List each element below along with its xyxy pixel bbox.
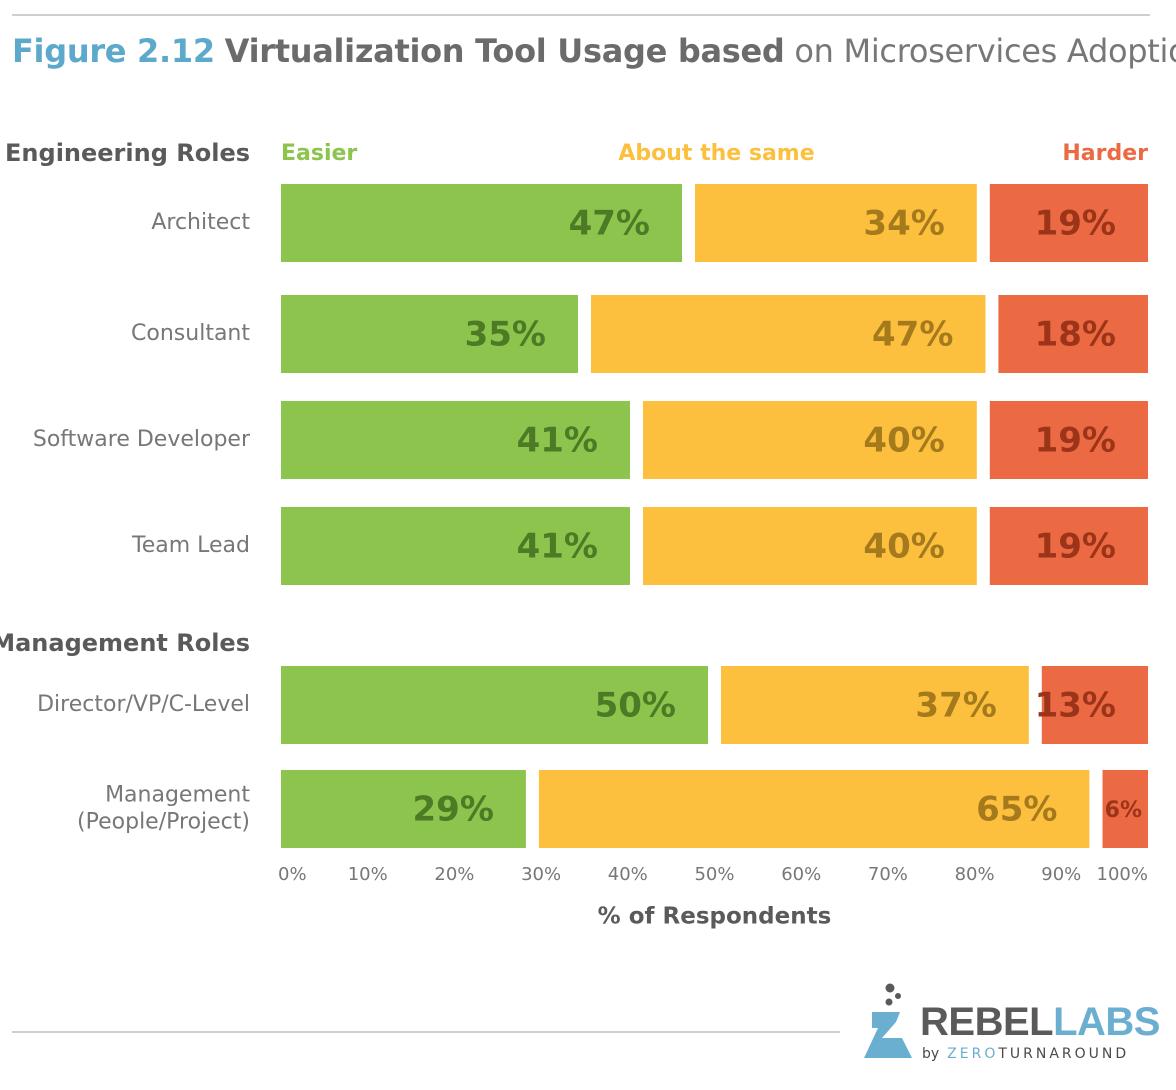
bar-3-2 [989, 507, 1148, 585]
bar-label-3-2: 19% [1035, 527, 1116, 567]
figure-label: Figure 2.12 [12, 32, 215, 70]
x-axis-label: % of Respondents [598, 904, 832, 930]
bar-1-2 [998, 295, 1148, 373]
bar-3-0 [281, 507, 630, 585]
x-tick-8: 80% [955, 864, 995, 885]
category-label-3: Team Lead [131, 533, 250, 558]
top-divider [12, 14, 1150, 16]
logo-byline: by ZEROTURNAROUND [922, 1046, 1129, 1062]
category-label-2: Software Developer [33, 427, 251, 452]
bar-label-0-0: 47% [569, 204, 650, 244]
bottom-divider [12, 1031, 840, 1033]
logo-turnaround: TURNAROUND [998, 1046, 1130, 1062]
x-tick-0: 0% [278, 864, 307, 885]
bar-5-1 [538, 770, 1090, 848]
bar-1-1 [591, 295, 986, 373]
x-tick-1: 10% [348, 864, 388, 885]
bar-label-5-2: 6% [1105, 798, 1142, 823]
logo-word-labs: LABS [1053, 1000, 1160, 1044]
legend-2: Harder [1062, 141, 1148, 166]
logo-word-rebel: REBEL [920, 1000, 1054, 1044]
flask-icon [864, 983, 912, 1058]
title-light: on Microservices Adoption [794, 32, 1176, 70]
group-header-1: Management Roles [0, 629, 250, 657]
x-tick-3: 30% [521, 864, 561, 885]
bar-0-2 [989, 184, 1148, 262]
bar-5-2 [1102, 770, 1148, 848]
bar-label-2-0: 41% [517, 421, 598, 461]
figure-title: Figure 2.12 Virtualization Tool Usage ba… [12, 31, 1176, 71]
category-label-0: Architect [151, 210, 250, 235]
logo-by: by [922, 1046, 940, 1062]
x-tick-4: 40% [608, 864, 648, 885]
legend-1: About the same [618, 141, 814, 166]
bar-label-3-1: 40% [863, 527, 944, 567]
bar-label-5-1: 65% [976, 790, 1057, 830]
x-tick-2: 20% [434, 864, 474, 885]
bar-label-4-1: 37% [915, 686, 996, 726]
bar-label-3-0: 41% [517, 527, 598, 567]
bar-label-1-2: 18% [1035, 315, 1116, 355]
bar-0-1 [695, 184, 977, 262]
x-tick-6: 60% [781, 864, 821, 885]
bar-label-0-2: 19% [1035, 204, 1116, 244]
bar-label-1-1: 47% [872, 315, 953, 355]
title-bold: Virtualization Tool Usage based [224, 32, 785, 70]
bar-2-0 [281, 401, 630, 479]
x-tick-7: 70% [868, 864, 908, 885]
x-tick-10: 100% [1097, 864, 1148, 885]
bar-2-1 [643, 401, 977, 479]
bar-label-2-2: 19% [1035, 421, 1116, 461]
bar-label-0-1: 34% [863, 204, 944, 244]
bar-label-1-0: 35% [465, 315, 546, 355]
bar-5-0 [281, 770, 526, 848]
x-tick-5: 50% [694, 864, 734, 885]
category-label-4: Director/VP/C-Level [37, 692, 250, 717]
group-header-0: Engineering Roles [5, 139, 250, 167]
bar-4-0 [281, 666, 708, 744]
x-tick-9: 90% [1041, 864, 1081, 885]
category-label-5: Management (People/Project) [77, 783, 250, 835]
bar-label-2-1: 40% [863, 421, 944, 461]
category-label-1: Consultant [131, 321, 250, 346]
bar-0-0 [281, 184, 682, 262]
bar-1-0 [281, 295, 578, 373]
bar-2-2 [989, 401, 1148, 479]
legend-0: Easier [281, 141, 357, 166]
bar-label-5-0: 29% [413, 790, 494, 830]
bar-label-4-2: 13% [1035, 686, 1116, 726]
rebellabs-logo: REBELLABS by ZEROTURNAROUND [860, 982, 1160, 1068]
logo-wordmark: REBELLABS [920, 1002, 1160, 1042]
bar-4-2 [1041, 666, 1148, 744]
bar-4-1 [721, 666, 1029, 744]
logo-zero: ZERO [947, 1046, 999, 1062]
bar-label-4-0: 50% [595, 686, 676, 726]
bar-3-1 [643, 507, 977, 585]
stacked-bar-chart: Engineering Roles Management Roles Easier A… [0, 139, 1148, 930]
